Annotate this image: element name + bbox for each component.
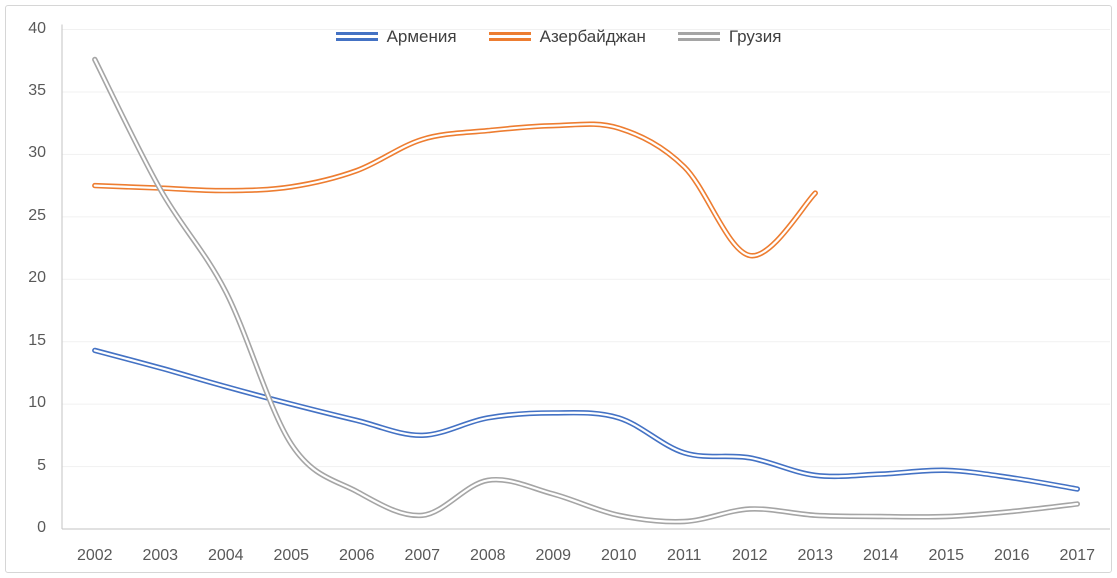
series-line-core-Грузия [93, 58, 1079, 523]
y-tick-label: 20 [28, 269, 46, 287]
x-tick-label: 2007 [404, 547, 441, 564]
series-line-core-Азербайджан [93, 123, 817, 257]
y-tick-label: 40 [28, 19, 46, 37]
x-tick-label: 2013 [797, 547, 834, 564]
x-tick-label: 2004 [207, 547, 244, 564]
chart-frame-border [5, 5, 1112, 573]
y-tick-label: 30 [28, 144, 46, 162]
x-tick-label: 2008 [469, 547, 506, 564]
y-tick-label: 25 [28, 206, 46, 224]
series-line-Грузия [92, 56, 1080, 525]
x-tick-label: 2002 [76, 547, 113, 564]
x-tick-label: 2006 [338, 547, 375, 564]
x-tick-label: 2014 [862, 547, 899, 564]
x-tick-label: 2015 [928, 547, 965, 564]
x-tick-label: 2017 [1059, 547, 1096, 564]
y-tick-label: 15 [28, 331, 46, 349]
x-tick-label: 2009 [535, 547, 572, 564]
series-line-core-Армения [93, 349, 1079, 491]
y-tick-label: 5 [37, 456, 46, 474]
x-tick-label: 2016 [993, 547, 1030, 564]
y-tick-label: 0 [37, 519, 46, 536]
y-tick-label: 10 [28, 394, 46, 412]
y-tick-label: 35 [28, 81, 46, 99]
x-tick-label: 2010 [600, 547, 637, 564]
x-tick-label: 2011 [667, 547, 702, 564]
x-tick-label: 2012 [731, 547, 768, 564]
x-tick-label: 2005 [273, 547, 310, 564]
series-line-Армения [92, 347, 1080, 492]
x-tick-label: 2003 [142, 547, 179, 564]
